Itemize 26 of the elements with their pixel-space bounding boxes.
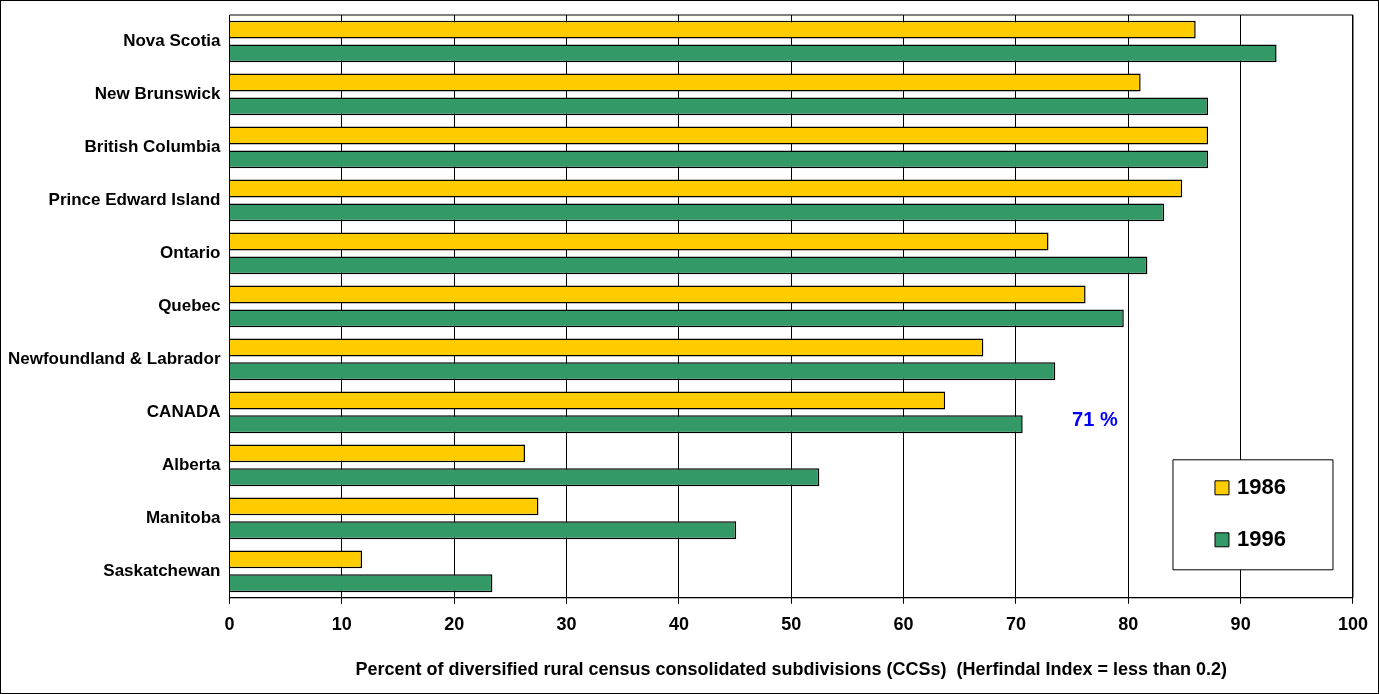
x-tick-label: 90 [1230,613,1251,634]
x-tick-label: 100 [1337,613,1369,634]
y-tick-label: Saskatchewan [103,561,221,580]
legend-label: 1996 [1236,525,1286,551]
annotation: 71 % [1072,407,1118,430]
x-tick-label: 50 [781,613,802,634]
y-tick-label: CANADA [146,402,221,422]
x-tick-label: 10 [331,613,352,634]
y-tick-label: British Columbia [84,137,222,157]
y-tick-label: Newfoundland & Labrador [8,349,221,369]
x-tick-label: 80 [1118,613,1139,634]
y-tick-label: Ontario [160,243,221,263]
y-tick-label: Manitoba [145,508,222,528]
legend-label: 1986 [1236,473,1286,499]
x-tick-label: 0 [224,613,235,634]
x-tick-label: 30 [556,613,577,634]
y-tick-label: Prince Edward Island [48,190,221,210]
y-tick-label: Quebec [158,296,221,316]
y-tick-label: Alberta [161,455,222,475]
x-tick-label: 20 [444,613,465,634]
x-tick-label: 60 [893,613,914,634]
y-tick-label: Nova Scotia [123,31,222,51]
y-tick-label: New Brunswick [94,84,222,104]
x-axis-title: Percent of diversified rural census consolidated subdivisions (CCSs) (Herfindal Index = less than 0.2) [355,659,1228,680]
x-tick-label: 70 [1005,613,1026,634]
x-tick-label: 40 [668,613,689,634]
